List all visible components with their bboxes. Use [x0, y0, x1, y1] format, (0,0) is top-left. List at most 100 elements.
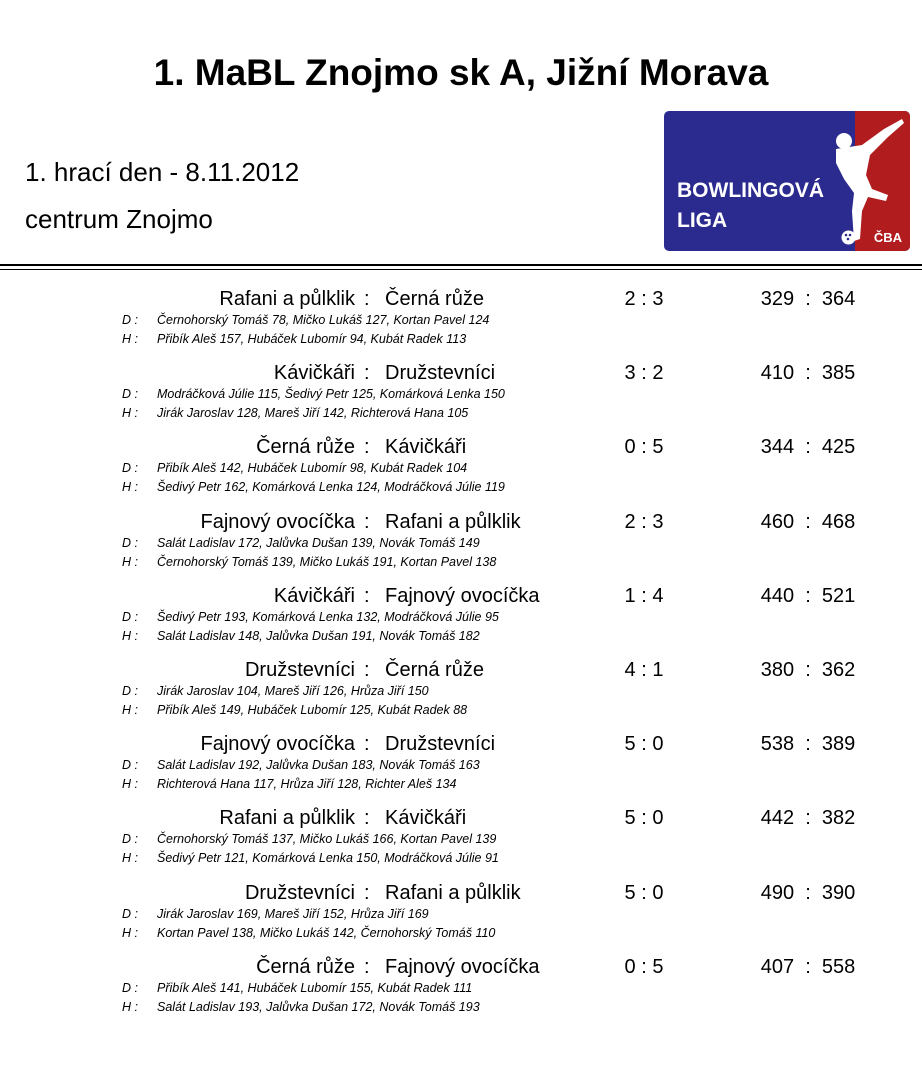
match-score: 0 : 5 — [624, 955, 664, 978]
match-score: 5 : 0 — [624, 733, 664, 756]
home-player-scores: Salát Ladislav 192, Jalůvka Dušan 183, N… — [157, 758, 480, 773]
home-players: D : Černohorský Tomáš 137, Mičko Lukáš 16… — [122, 832, 496, 847]
away-players: H : Jirák Jaroslav 128, Mareš Jiří 142, R… — [122, 406, 468, 421]
home-player-scores: Salát Ladislav 172, Jalůvka Dušan 139, N… — [157, 535, 480, 550]
team-separator: : — [364, 881, 370, 904]
away-label: H : — [122, 628, 138, 643]
team-separator: : — [364, 807, 370, 830]
match-row: Černá růže: Kávičkáři 0 : 5 344 : 425 D : Při… — [0, 435, 922, 509]
away-team: Černá růže — [385, 288, 484, 310]
home-team: Rafani a půlklik — [219, 807, 355, 830]
away-player-scores: Salát Ladislav 148, Jalůvka Dušan 191, N… — [157, 628, 480, 643]
away-label: H : — [122, 554, 138, 569]
pin-total: 538 : 389 — [760, 733, 856, 756]
home-player-scores: Černohorský Tomáš 78, Mičko Lukáš 127, K… — [157, 313, 490, 327]
match-score: 0 : 5 — [624, 436, 664, 459]
pin-total: 460 : 468 — [760, 510, 856, 533]
bowling-ball-icon — [841, 230, 856, 245]
home-label: D : — [122, 758, 138, 773]
away-label: H : — [122, 480, 138, 495]
match-row: Rafani a půlklik: Kávičkáři 5 : 0 442 : 382… — [0, 806, 922, 880]
away-player-scores: Přibík Aleš 149, Hubáček Lubomír 125, Ku… — [157, 703, 468, 717]
away-team: Družstevníci — [385, 362, 496, 385]
away-label: H : — [122, 332, 138, 346]
team-separator: : — [364, 659, 370, 681]
away-player-scores: Šedivý Petr 162, Komárková Lenka 124, Mo… — [157, 480, 505, 495]
away-label: H : — [122, 777, 138, 792]
match-score: 2 : 3 — [624, 288, 664, 310]
pin-total: 329 : 364 — [760, 288, 856, 310]
away-team: Černá růže — [385, 659, 484, 681]
match-score: 2 : 3 — [624, 510, 664, 533]
match-row: Černá růže: Fajnový ovocíčka 0 : 5 407 : 55… — [0, 955, 922, 1029]
logo-line2: LIGA — [677, 209, 728, 232]
home-label: D : — [122, 832, 138, 847]
home-team: Kávičkáři — [273, 584, 355, 607]
match-row: Kávičkáři: Družstevníci 3 : 2 410 : 385 D : M… — [0, 361, 922, 435]
home-player-scores: Přibík Aleš 142, Hubáček Lubomír 98, Kub… — [157, 461, 468, 476]
home-player-scores: Černohorský Tomáš 137, Mičko Lukáš 166, … — [157, 832, 497, 847]
away-player-scores: Přibík Aleš 157, Hubáček Lubomír 94, Kub… — [157, 332, 467, 346]
team-separator: : — [364, 362, 370, 385]
match-score: 5 : 0 — [624, 881, 664, 904]
home-players: D : Černohorský Tomáš 78, Mičko Lukáš 127… — [122, 313, 489, 328]
away-player-scores: Jirák Jaroslav 128, Mareš Jiří 142, Rich… — [157, 406, 469, 421]
away-players: H : Černohorský Tomáš 139, Mičko Lukáš 19… — [122, 555, 496, 570]
home-label: D : — [122, 461, 138, 476]
logo-brand: ČBA — [873, 230, 902, 245]
home-players: D : Modráčková Júlie 115, Šedivý Petr 125… — [122, 387, 505, 402]
home-team: Rafani a půlklik — [219, 288, 355, 310]
home-label: D : — [122, 684, 138, 698]
home-team: Družstevníci — [244, 881, 355, 904]
away-team: Kávičkáři — [385, 436, 467, 459]
team-separator: : — [364, 955, 370, 978]
bowler-silhouette-icon — [836, 119, 904, 241]
home-player-scores: Jirák Jaroslav 169, Mareš Jiří 152, Hrůz… — [157, 906, 429, 921]
away-player-scores: Kortan Pavel 138, Mičko Lukáš 142, Černo… — [157, 925, 496, 940]
away-team: Kávičkáři — [385, 807, 467, 830]
match-row: Družstevníci: Černá růže 4 : 1 380 : 362 D :… — [0, 658, 922, 732]
home-team: Fajnový ovocíčka — [200, 733, 355, 756]
match-row: Rafani a půlklik: Černá růže 2 : 3 329 : 36… — [0, 287, 922, 361]
divider — [0, 269, 922, 270]
pin-total: 344 : 425 — [760, 436, 856, 459]
match-score: 1 : 4 — [624, 584, 664, 607]
match-row: Fajnový ovocíčka: Rafani a půlklik 2 : 3 46… — [0, 510, 922, 584]
match-score: 3 : 2 — [624, 362, 664, 385]
home-team: Černá růže — [256, 955, 355, 978]
bowling-league-logo: BOWLINGOVÁ LIGA ČBA — [664, 111, 910, 251]
logo-line1: BOWLINGOVÁ — [677, 179, 824, 202]
match-score: 5 : 0 — [624, 807, 664, 830]
away-team: Rafani a půlklik — [385, 510, 521, 533]
team-separator: : — [364, 288, 370, 310]
home-players: D : Salát Ladislav 192, Jalůvka Dušan 183… — [122, 758, 480, 773]
home-label: D : — [122, 609, 138, 624]
team-separator: : — [364, 510, 370, 533]
away-team: Fajnový ovocíčka — [385, 584, 540, 607]
team-separator: : — [364, 436, 370, 459]
away-team: Družstevníci — [385, 733, 496, 756]
home-label: D : — [122, 387, 138, 402]
home-label: D : — [122, 535, 138, 550]
away-team: Fajnový ovocíčka — [385, 955, 540, 978]
divider — [0, 264, 922, 266]
home-players: D : Jirák Jaroslav 169, Mareš Jiří 152, H… — [122, 907, 429, 922]
away-players: H : Šedivý Petr 162, Komárková Lenka 124,… — [122, 480, 505, 495]
home-label: D : — [122, 313, 138, 327]
team-separator: : — [364, 584, 370, 607]
away-player-scores: Černohorský Tomáš 139, Mičko Lukáš 191, … — [157, 554, 497, 569]
home-player-scores: Jirák Jaroslav 104, Mareš Jiří 126, Hrůz… — [157, 684, 429, 698]
away-label: H : — [122, 925, 138, 940]
away-player-scores: Richterová Hana 117, Hrůza Jiří 128, Ric… — [157, 777, 457, 792]
home-team: Kávičkáři — [273, 362, 355, 385]
home-team: Fajnový ovocíčka — [200, 510, 355, 533]
home-player-scores: Modráčková Júlie 115, Šedivý Petr 125, K… — [157, 387, 505, 402]
home-players: D : Přibík Aleš 141, Hubáček Lubomír 155,… — [122, 981, 472, 996]
venue: centrum Znojmo — [25, 204, 213, 234]
home-players: D : Salát Ladislav 172, Jalůvka Dušan 139… — [122, 536, 480, 551]
pin-total: 380 : 362 — [760, 659, 856, 681]
pin-total: 407 : 558 — [760, 955, 856, 978]
away-players: H : Richterová Hana 117, Hrůza Jiří 128, … — [122, 777, 456, 792]
pin-total: 442 : 382 — [760, 807, 856, 830]
away-players: H : Šedivý Petr 121, Komárková Lenka 150,… — [122, 851, 499, 866]
